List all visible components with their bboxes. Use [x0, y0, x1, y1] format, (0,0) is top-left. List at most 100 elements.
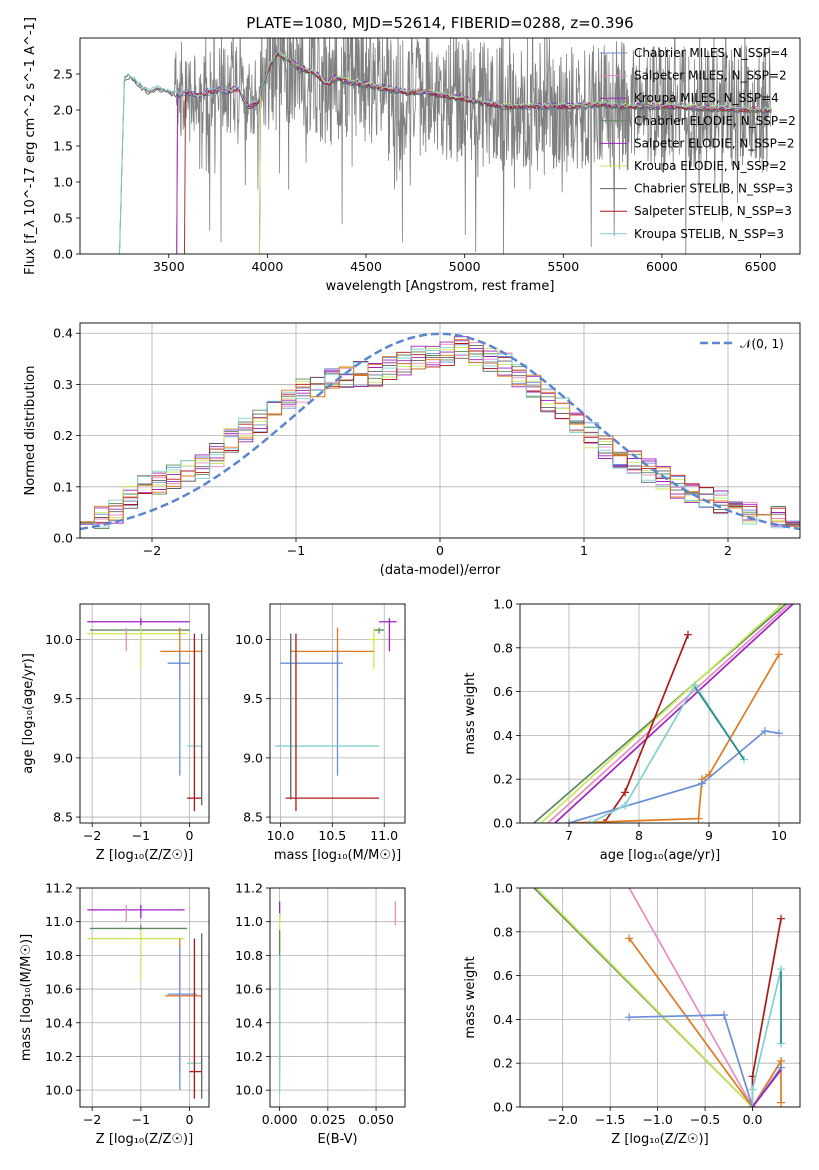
y-tick-label: 9.5 — [243, 691, 263, 706]
plot-area — [275, 618, 397, 812]
y-tick-label: 10.8 — [235, 948, 263, 963]
plus-marker — [777, 914, 786, 923]
y-tick-label: 0.4 — [493, 728, 513, 743]
x-tick-label: 8 — [635, 828, 643, 843]
y-tick-label: 10.4 — [45, 1015, 73, 1030]
plus-marker — [777, 1098, 786, 1107]
x-axis-label: age [log₁₀(age/yr)] — [600, 848, 721, 863]
errorbar — [89, 925, 188, 931]
x-tick-label: 0.025 — [310, 1112, 346, 1127]
y-tick-label: 0.3 — [53, 377, 73, 392]
z-age-panel: −2 −1 0 8.5 9.0 9.5 10.0 Z [log₁₀(Z/Z☉)] age [lo… — [21, 603, 210, 863]
mass-weight-line — [628, 937, 782, 1107]
y-tick-label: 0.1 — [53, 479, 73, 494]
plot-area — [87, 904, 203, 1099]
errorbar — [87, 618, 190, 626]
legend: 𝒩(0, 1) — [700, 337, 784, 351]
plus-marker — [694, 814, 703, 823]
x-tick-label: −1.5 — [595, 1112, 625, 1127]
x-tick-label: 6000 — [646, 259, 678, 274]
mass-weight-line — [568, 653, 780, 823]
x-axis-label: Z [log₁₀(Z/Z☉)] — [611, 1132, 708, 1147]
plus-marker — [625, 1013, 634, 1022]
axes-frame — [269, 887, 406, 1108]
y-tick-label: 1.0 — [493, 597, 513, 612]
x-tick-label: 5000 — [449, 259, 481, 274]
mass-weight-line — [751, 1069, 782, 1107]
plus-marker — [621, 801, 629, 810]
y-tick-label: 9.0 — [243, 750, 263, 765]
mass-weight-line — [751, 918, 782, 1107]
errorbar — [373, 627, 385, 634]
x-tick-label: 4500 — [350, 259, 382, 274]
errorbar — [160, 627, 202, 681]
x-tick-label: 0 — [436, 543, 444, 558]
plus-marker — [761, 727, 769, 736]
plus-marker — [775, 729, 783, 738]
plus-marker — [698, 779, 706, 788]
y-tick-label: 10.2 — [45, 1049, 73, 1064]
x-tick-label: 1 — [580, 543, 588, 558]
plus-marker — [684, 630, 692, 639]
y-tick-label: 2.0 — [53, 103, 73, 118]
y-tick-label: 0.8 — [493, 640, 513, 655]
plot-area — [80, 332, 800, 538]
x-tick-label: −0.5 — [690, 1112, 720, 1127]
axes-frame — [519, 603, 801, 824]
y-tick-label: 10.0 — [235, 1083, 263, 1098]
residual-histogram — [80, 338, 800, 538]
errorbar — [165, 938, 202, 1074]
y-tick-label: 10.6 — [45, 982, 73, 997]
y-axis-label: Flux [f_λ 10^-17 erg cm^-2 s^-1 A^-1] — [23, 17, 38, 275]
plus-marker — [621, 788, 629, 797]
axes-frame — [519, 887, 801, 1108]
y-tick-label: 0.6 — [493, 684, 513, 699]
y-tick-label: 10.0 — [45, 1083, 73, 1098]
legend-label: Salpeter STELIB, N_SSP=3 — [634, 204, 792, 218]
x-tick-label: 6500 — [745, 259, 777, 274]
errorbar — [167, 946, 197, 1091]
errorbar — [285, 633, 380, 812]
x-tick-label: −2 — [83, 828, 101, 843]
y-tick-label: 0.4 — [53, 326, 73, 341]
x-tick-label: −1 — [287, 543, 305, 558]
y-tick-label: 0.4 — [493, 1012, 513, 1027]
x-tick-label: 3500 — [153, 259, 185, 274]
x-tick-label: 0 — [186, 1112, 194, 1127]
y-tick-label: 10.0 — [45, 632, 73, 647]
mass-weight-line — [554, 604, 794, 823]
y-tick-label: 1.5 — [53, 139, 73, 154]
axes-frame — [79, 887, 210, 1108]
age-massweight-panel: 7 8 9 10 0.0 0.2 0.4 0.6 0.8 1.0 age [log₁₀(age/yr… — [463, 597, 801, 863]
x-tick-label: 0.050 — [358, 1112, 394, 1127]
x-axis-label: E(B-V) — [317, 1132, 357, 1147]
figure-title: PLATE=1080, MJD=52614, FIBERID=0288, z=0… — [246, 14, 633, 32]
plus-marker — [775, 650, 783, 659]
x-tick-label: 10.0 — [266, 828, 294, 843]
x-tick-label: −1 — [132, 828, 150, 843]
legend-label: Salpeter MILES, N_SSP=2 — [634, 69, 787, 83]
errorbar — [189, 938, 202, 1099]
x-tick-label: 0 — [186, 828, 194, 843]
errorbar — [379, 618, 397, 652]
legend-label: Chabrier ELODIE, N_SSP=2 — [634, 114, 796, 128]
errorbar — [87, 930, 185, 981]
legend-label: Kroupa ELODIE, N_SSP=2 — [634, 159, 787, 173]
legend-label: Kroupa MILES, N_SSP=4 — [634, 91, 779, 105]
x-tick-label: 0.0 — [743, 1112, 763, 1127]
y-tick-label: 10.6 — [235, 982, 263, 997]
plot-area — [119, 38, 772, 254]
y-axis-label: mass weight — [463, 672, 478, 754]
y-tick-label: 0.0 — [53, 531, 73, 546]
y-tick-label: 0.2 — [493, 772, 513, 787]
x-tick-label: −2 — [83, 1112, 101, 1127]
y-tick-label: 1.0 — [53, 175, 73, 190]
axes-frame — [79, 37, 801, 255]
mass-weight-line — [547, 604, 791, 823]
y-axis-label: Normed distribution — [23, 366, 38, 496]
ebv-mass-panel: 0.000 0.025 0.050 10.0 10.2 10.4 10.6 10.8 11.0 1… — [235, 881, 406, 1147]
errorbar — [167, 651, 190, 776]
errorbar — [87, 627, 188, 670]
y-tick-label: 0.5 — [53, 211, 73, 226]
x-tick-label: 11.0 — [370, 828, 398, 843]
